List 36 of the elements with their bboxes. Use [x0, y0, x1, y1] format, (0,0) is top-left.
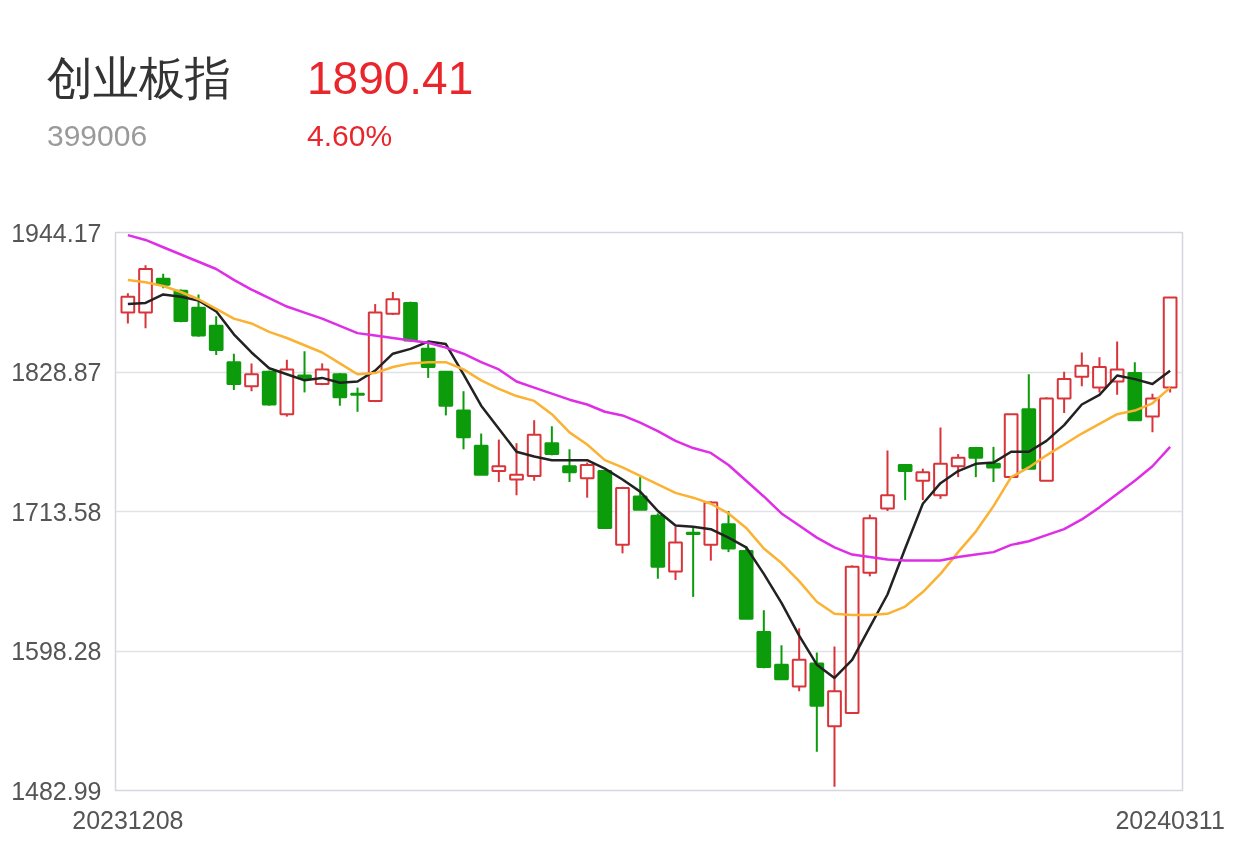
candlestick	[1056, 370, 1072, 414]
candlestick	[297, 350, 312, 394]
candlestick	[915, 467, 931, 502]
text: 4.60%	[307, 118, 393, 154]
candlestick	[685, 526, 701, 598]
candlestick	[880, 449, 895, 512]
candlestick	[968, 445, 984, 479]
line-series	[126, 278, 1172, 617]
text: 1890.41	[307, 51, 474, 106]
x-tick-label: 20231208	[72, 805, 184, 834]
candlestick	[226, 352, 242, 391]
x-tick-label: 20240311	[1115, 805, 1225, 834]
candlestick	[579, 461, 595, 499]
line-series	[126, 233, 1172, 562]
candlestick	[120, 292, 136, 325]
candlestick	[1074, 351, 1090, 388]
y-tick-label: 1944.17	[11, 218, 102, 247]
candlestick	[350, 386, 365, 413]
y-tick-label: 1598.28	[11, 637, 102, 666]
candlestick	[897, 464, 913, 502]
candlestick	[385, 290, 401, 316]
chart-subtitle: 399006	[47, 118, 148, 154]
candlestick	[950, 453, 966, 479]
candlestick	[244, 362, 259, 393]
y-tick-label: 1482.99	[11, 776, 102, 805]
candlestick	[774, 644, 789, 681]
y-tick-label: 1828.87	[11, 358, 102, 387]
chart-title: 创业板指	[47, 51, 231, 106]
candlestick	[509, 442, 524, 497]
candlestick	[491, 438, 507, 483]
candlestick	[632, 476, 648, 511]
candlestick	[1092, 356, 1107, 394]
y-tick-label: 1713.58	[11, 497, 102, 526]
candlestick	[544, 425, 560, 457]
candlestick	[562, 448, 577, 483]
candlestick	[332, 372, 348, 407]
